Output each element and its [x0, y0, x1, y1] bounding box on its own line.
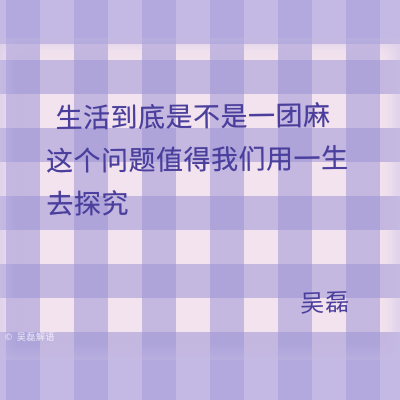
quote-line-1: 生活到底是不是一团麻 [55, 100, 331, 135]
top-border-band [0, 0, 400, 38]
watermark: © 吴磊解语 [4, 333, 55, 343]
handwritten-quote: 生活到底是不是一团麻 这个问题值得我们用一生 去探究 [45, 94, 386, 227]
author-signature: 吴磊 [299, 288, 351, 318]
quote-line-2: 这个问题值得我们用一生 [45, 143, 349, 178]
gingham-card-background [0, 38, 400, 360]
bottom-border-band [0, 360, 400, 400]
quote-line-3: 去探究 [46, 188, 130, 221]
